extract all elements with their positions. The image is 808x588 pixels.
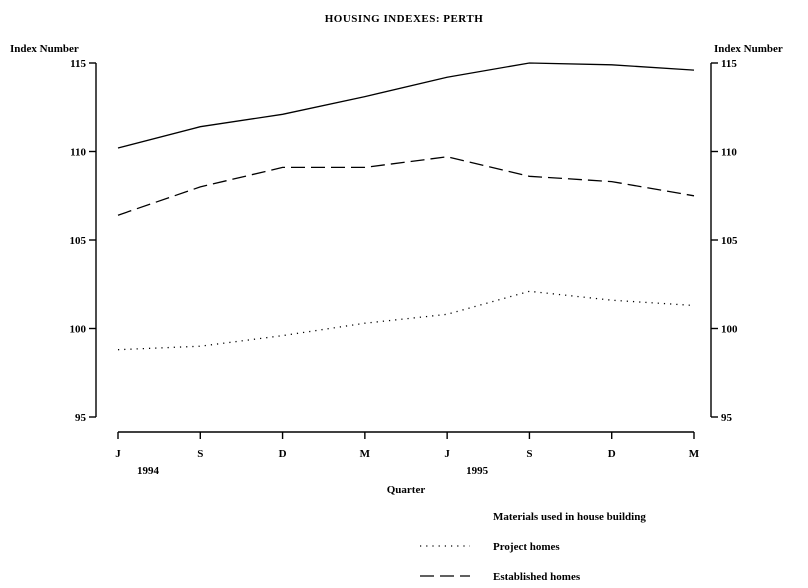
year-label: 1994 [137,465,160,477]
left-tick-label: 105 [70,235,87,247]
left-y-ticks: 95 100 105 110 115 [70,58,96,424]
left-tick-label: 110 [70,147,86,159]
series-line-dotted [117,290,695,351]
right-tick-label: 105 [721,235,738,247]
right-tick-label: 95 [721,412,733,424]
left-tick-label: 100 [70,324,87,336]
right-tick-label: 110 [721,147,737,159]
left-tick-label: 95 [75,412,87,424]
x-tick-label: S [197,448,203,460]
x-tick-label: D [608,448,616,460]
series-line-solid [117,62,695,149]
left-tick-label: 115 [70,58,86,70]
x-tick-label: J [115,448,121,460]
chart-title: HOUSING INDEXES: PERTH [325,13,484,25]
right-tick-label: 100 [721,324,738,336]
legend-label: Materials used in house building [493,511,646,523]
x-axis-title: Quarter [387,484,426,496]
right-axis-title: Index Number [714,43,783,55]
legend-label: Established homes [493,571,581,583]
right-tick-label: 115 [721,58,737,70]
year-label: 1995 [466,465,489,477]
x-ticks: J S D M J S D M 1994 1995 [115,432,700,477]
x-tick-label: D [279,448,287,460]
series-layer [117,62,695,351]
x-tick-label: M [689,448,700,460]
x-tick-label: J [444,448,450,460]
left-axis-title: Index Number [10,43,79,55]
legend: Materials used in house building Project … [420,511,646,583]
series-line-dashed [117,156,695,216]
right-y-ticks: 95 100 105 110 115 [711,58,738,424]
legend-label: Project homes [493,541,560,553]
x-tick-label: M [360,448,371,460]
x-tick-label: S [526,448,532,460]
